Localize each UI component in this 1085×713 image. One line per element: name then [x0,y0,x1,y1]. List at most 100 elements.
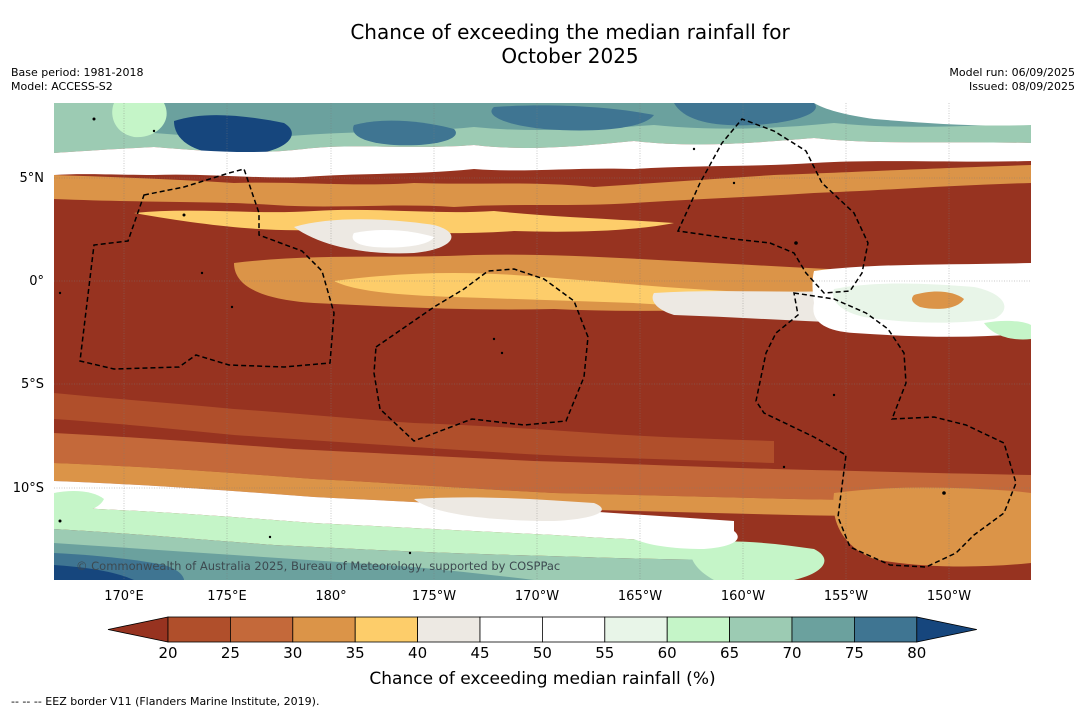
lon-label-180: 180° [315,589,347,604]
colorbar [107,616,977,643]
colorbar-tick-label: 20 [158,644,178,662]
south-dark-blue-patch [54,565,134,580]
island-dot [942,491,946,495]
island-dot [692,147,696,151]
island-dot [182,213,186,217]
lon-label-165w: 165°W [617,589,663,604]
island-dot [230,305,234,309]
colorbar-tick-label: 35 [345,644,365,662]
north-blue-patch-1 [174,115,292,156]
colorbar-extend-high [916,616,977,643]
colorbar-segment [854,616,918,643]
islands [58,117,946,555]
equatorial-green-patch [984,320,1031,340]
colorbar-segment [479,616,543,643]
island-dot [152,129,156,133]
south-east-white [614,522,738,549]
colorbar-tick-label: 70 [782,644,802,662]
north-blue-patch-3 [491,105,654,131]
issued-text: Issued: 08/09/2025 [968,80,1075,93]
colorbar-extend-low [107,616,169,643]
colorbar-tick-label: 45 [470,644,490,662]
island-dot [782,465,786,469]
south-light-patch-west [54,491,104,514]
colorbar-segment [791,616,855,643]
lon-label-155w: 155°W [823,589,869,604]
model-run-text: Model run: 06/09/2025 [949,66,1075,79]
colorbar-segment [604,616,668,643]
island-dot [92,117,96,121]
north-white-patch-2 [352,230,434,248]
lon-label-175e: 175°E [207,589,247,604]
north-white-band [54,138,1031,178]
north-orange-band [54,165,1031,207]
lon-label-175w: 175°W [411,589,457,604]
colorbar-tick-label: 60 [657,644,677,662]
lat-label-5s: 5°S [20,377,44,392]
south-east-orange [833,487,1031,567]
island-dot [200,271,204,275]
graticule [54,103,1031,580]
north-light-patch [112,103,167,138]
metadata-left: Base period: 1981-2018 Model: ACCESS-S2 [11,66,143,94]
map-canvas [54,103,1031,580]
island-dot [268,535,272,539]
south-green-band [54,507,754,560]
colorbar-segment [292,616,356,643]
north-white-upper [814,103,1031,126]
south-east-green [690,541,825,580]
colorbar-tick-label: 55 [595,644,615,662]
metadata-right: Model run: 06/09/2025 Issued: 08/09/2025 [949,66,1075,94]
colorbar-segment [229,616,294,643]
eez-border-phoenix [373,268,589,442]
north-blue-patch-4 [674,103,816,126]
model-text: Model: ACCESS-S2 [11,80,113,93]
south-white-band [54,481,734,543]
island-dot [58,291,62,295]
colorbar-segment [729,616,793,643]
island-dot [794,241,798,245]
island-dot [58,519,62,523]
island-dot [492,337,496,341]
island-dot [832,393,836,397]
island-dot [500,351,504,355]
colorbar-tick-label: 65 [720,644,740,662]
south-orange-band [54,433,1031,500]
colorbar-tick-label: 25 [220,644,240,662]
south-light-orange [54,463,1031,516]
lat-label-equator: 0° [29,274,44,289]
island-dot [732,181,736,185]
island-dot [408,551,412,555]
south-grey-patch [414,497,602,521]
south-brown-mid [54,393,774,463]
colorbar-tick-label: 75 [844,644,864,662]
lon-label-150w: 150°W [926,589,972,604]
eez-borders [79,118,1017,568]
eez-border-note: -- -- -- EEZ border V11 (Flanders Marine… [11,695,320,708]
lon-label-170w: 170°W [514,589,560,604]
north-blue-patch-2 [353,120,456,146]
lon-label-170e: 170°E [104,589,144,604]
map-title-line1: Chance of exceeding the median rainfall … [350,20,790,44]
map-title-line2: October 2025 [501,44,639,68]
colorbar-segment [417,616,481,643]
map-title: Chance of exceeding the median rainfall … [0,20,1085,68]
colorbar-segments [107,616,977,643]
lat-label-5n: 5°N [19,171,45,186]
colorbar-segment [542,616,606,643]
colorbar-segment [666,616,731,643]
eez-border-line-south [755,292,1017,568]
rainfall-probability-map [54,103,1031,580]
lon-label-160w: 160°W [720,589,766,604]
colorbar-tick-label: 50 [532,644,552,662]
colorbar-tick-label: 80 [907,644,927,662]
colorbar-title: Chance of exceeding median rainfall (%) [369,669,716,689]
colorbar-segment [167,616,231,643]
lat-label-10s: 10°S [12,481,44,496]
eez-border-kiribati-gilbert [79,168,335,370]
colorbar-segment [354,616,419,643]
eez-border-line-north [676,118,869,294]
base-period-text: Base period: 1981-2018 [11,66,144,79]
colorbar-tick-label: 30 [283,644,303,662]
copyright-notice: © Commonwealth of Australia 2025, Bureau… [76,559,561,573]
